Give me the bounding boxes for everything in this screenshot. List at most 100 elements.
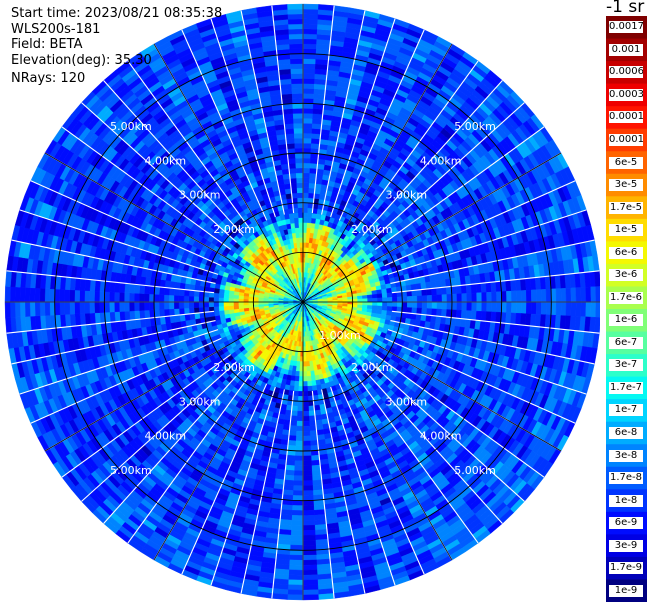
beta-bin bbox=[311, 459, 321, 466]
beta-bin bbox=[302, 529, 316, 536]
beta-bin bbox=[421, 301, 428, 309]
beta-bin bbox=[381, 305, 388, 312]
beta-bin bbox=[288, 569, 304, 576]
beta-bin bbox=[297, 391, 304, 397]
beta-bin bbox=[311, 128, 322, 135]
beta-bin bbox=[310, 454, 320, 461]
beta-bin bbox=[297, 405, 304, 412]
beta-bin bbox=[302, 73, 316, 80]
beta-bin bbox=[302, 152, 312, 159]
beta-bin bbox=[377, 297, 383, 303]
beta-bin bbox=[421, 307, 428, 316]
beta-bin bbox=[307, 385, 313, 392]
beta-bin bbox=[302, 450, 312, 457]
beta-bin bbox=[516, 301, 522, 314]
beta-bin bbox=[381, 288, 388, 294]
beta-bin bbox=[550, 301, 557, 316]
beta-bin bbox=[289, 549, 304, 556]
beta-bin bbox=[289, 420, 298, 427]
beta-bin bbox=[290, 539, 304, 546]
beta-bin bbox=[476, 301, 483, 312]
beta-bin bbox=[426, 294, 433, 303]
beta-bin bbox=[302, 197, 309, 204]
beta-bin bbox=[311, 464, 321, 471]
beta-bin bbox=[287, 579, 304, 586]
beta-bin bbox=[595, 301, 600, 318]
beta-bin bbox=[311, 380, 317, 387]
beta-bin bbox=[302, 38, 318, 45]
beta-bin bbox=[302, 579, 319, 586]
beta-bin bbox=[310, 375, 316, 382]
beta-bin bbox=[302, 544, 317, 551]
beta-bin bbox=[481, 292, 488, 303]
beta-bin bbox=[302, 162, 311, 169]
beta-bin bbox=[302, 172, 311, 179]
beta-bin bbox=[287, 589, 304, 596]
beta-bin bbox=[312, 479, 323, 486]
beta-bin bbox=[305, 361, 310, 367]
beta-bin bbox=[476, 292, 483, 303]
beta-bin bbox=[294, 370, 300, 377]
beta-bin bbox=[302, 415, 310, 422]
beta-bin bbox=[362, 298, 368, 303]
beta-bin bbox=[376, 293, 383, 299]
beta-bin bbox=[585, 286, 592, 303]
beta-bin bbox=[310, 370, 315, 377]
beta-bin bbox=[362, 301, 368, 306]
beta-bin bbox=[298, 376, 304, 382]
beta-bin bbox=[296, 415, 304, 422]
beta-bin bbox=[302, 569, 318, 576]
beta-bin bbox=[302, 435, 311, 442]
beta-bin bbox=[575, 287, 582, 303]
beta-bin bbox=[308, 420, 317, 427]
beta-bin bbox=[441, 309, 448, 318]
beta-bin bbox=[311, 138, 321, 145]
beta-bin bbox=[401, 301, 408, 308]
beta-bin bbox=[306, 222, 312, 229]
beta-bin bbox=[288, 574, 304, 581]
beta-bin bbox=[292, 490, 304, 496]
beta-bin bbox=[302, 589, 319, 596]
beta-bin bbox=[520, 290, 527, 303]
beta-bin bbox=[585, 301, 592, 318]
beta-bin bbox=[465, 310, 472, 320]
beta-bin bbox=[294, 445, 304, 452]
beta-bin bbox=[481, 301, 488, 312]
beta-bin bbox=[306, 370, 312, 377]
beta-bin bbox=[302, 167, 311, 174]
beta-bin bbox=[381, 292, 388, 299]
beta-bin bbox=[302, 395, 309, 402]
beta-bin bbox=[357, 301, 363, 306]
beta-bin bbox=[560, 287, 567, 303]
beta-bin bbox=[302, 549, 317, 556]
beta-bin bbox=[304, 341, 308, 347]
beta-bin bbox=[496, 291, 502, 303]
beta-bin bbox=[590, 301, 597, 318]
beta-bin bbox=[295, 425, 304, 432]
beta-bin bbox=[302, 371, 308, 377]
beta-bin bbox=[525, 289, 532, 303]
beta-bin bbox=[302, 554, 317, 561]
beta-bin bbox=[421, 295, 428, 303]
beta-bin bbox=[431, 294, 438, 303]
beta-bin bbox=[406, 296, 413, 303]
beta-bin bbox=[460, 284, 467, 294]
beta-bin bbox=[311, 133, 321, 140]
beta-bin bbox=[501, 301, 507, 313]
beta-bin bbox=[302, 88, 315, 94]
beta-bin bbox=[491, 301, 497, 313]
beta-bin bbox=[302, 18, 319, 25]
beta-bin bbox=[302, 391, 309, 397]
beta-bin bbox=[575, 301, 582, 317]
beta-bin bbox=[310, 157, 319, 164]
beta-bin bbox=[306, 227, 312, 234]
beta-bin bbox=[461, 301, 468, 311]
beta-bin bbox=[441, 301, 448, 310]
beta-bin bbox=[302, 410, 310, 417]
beta-bin bbox=[306, 217, 313, 224]
beta-bin bbox=[302, 490, 314, 496]
beta-bin bbox=[431, 287, 438, 296]
beta-bin bbox=[293, 465, 304, 472]
beta-bin bbox=[302, 519, 315, 526]
beta-bin bbox=[295, 440, 304, 447]
